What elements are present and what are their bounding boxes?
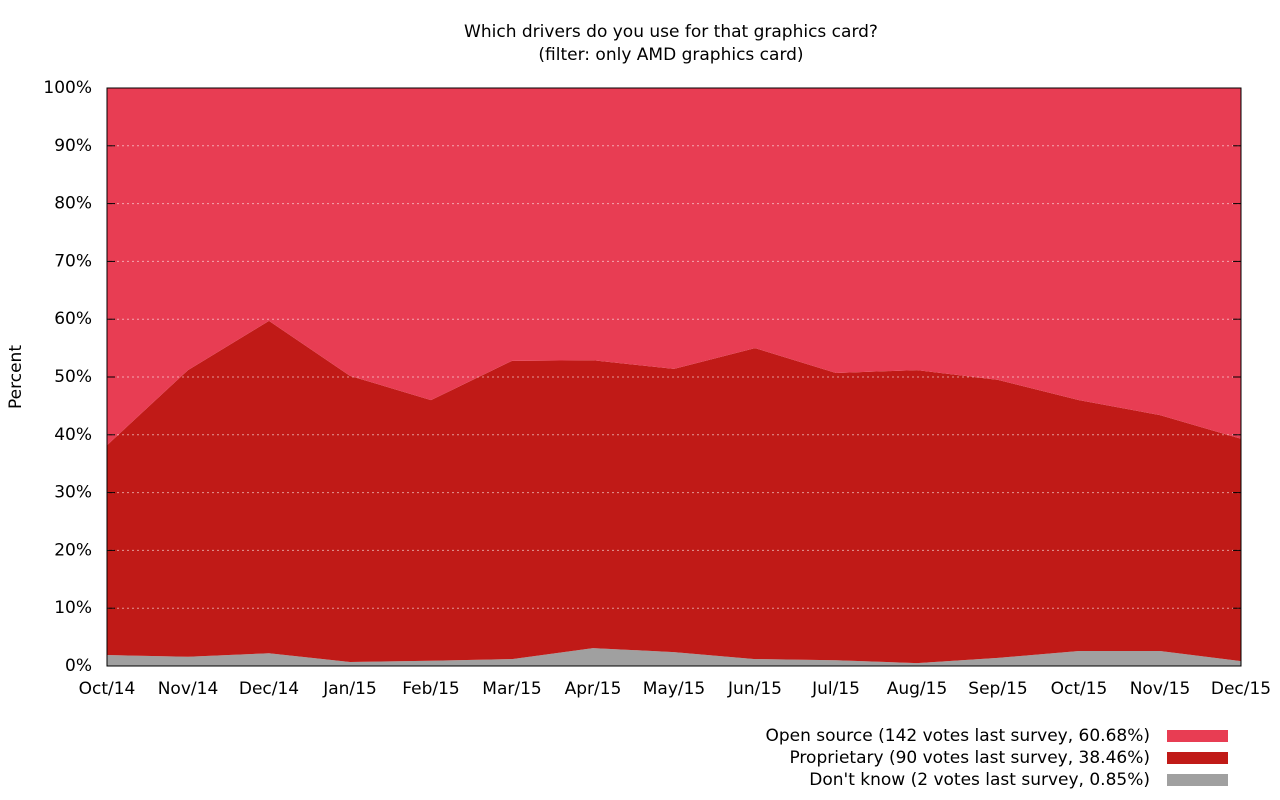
x-tick-label: Aug/15 [887, 679, 948, 699]
x-tick-label: Jun/15 [727, 679, 782, 699]
area [107, 320, 1241, 664]
legend-label: Open source (142 votes last survey, 60.6… [765, 726, 1150, 746]
legend-swatch [1167, 774, 1228, 786]
x-tick-label: Dec/14 [239, 679, 299, 699]
x-tick-label: Nov/14 [158, 679, 219, 699]
x-tick-label: Mar/15 [482, 679, 541, 699]
x-tick-label: Jan/15 [322, 679, 377, 699]
chart-title: Which drivers do you use for that graphi… [464, 22, 878, 42]
x-tick-label: Feb/15 [402, 679, 459, 699]
y-tick-label: 100% [43, 78, 92, 98]
x-tick-label: Sep/15 [968, 679, 1027, 699]
area [107, 648, 1241, 666]
area [107, 88, 1241, 446]
legend-swatch [1167, 730, 1228, 742]
plot-border [106, 87, 1242, 667]
x-tick-label: May/15 [643, 679, 706, 699]
y-tick-label: 10% [54, 598, 92, 618]
y-tick-label: 50% [54, 367, 92, 387]
chart-subtitle: (filter: only AMD graphics card) [538, 45, 803, 65]
legend-label: Proprietary (90 votes last survey, 38.46… [789, 748, 1150, 768]
x-tick-label: Oct/15 [1051, 679, 1108, 699]
y-tick-label: 60% [54, 309, 92, 329]
y-tick-label: 40% [54, 425, 92, 445]
y-tick-label: 20% [54, 540, 92, 560]
legend-label: Don't know (2 votes last survey, 0.85%) [809, 770, 1150, 790]
y-tick-label: 80% [54, 194, 92, 214]
y-tick-label: 70% [54, 251, 92, 271]
y-tick-label: 0% [65, 656, 92, 676]
y-tick-label: 90% [54, 136, 92, 156]
x-tick-label: Jul/15 [811, 679, 860, 699]
y-tick-label: 30% [54, 483, 92, 503]
y-axis-label: Percent [6, 345, 26, 409]
x-tick-label: Oct/14 [79, 679, 136, 699]
x-tick-label: Apr/15 [565, 679, 622, 699]
legend-swatch [1167, 752, 1228, 764]
x-tick-label: Nov/15 [1130, 679, 1191, 699]
x-tick-label: Dec/15 [1211, 679, 1271, 699]
